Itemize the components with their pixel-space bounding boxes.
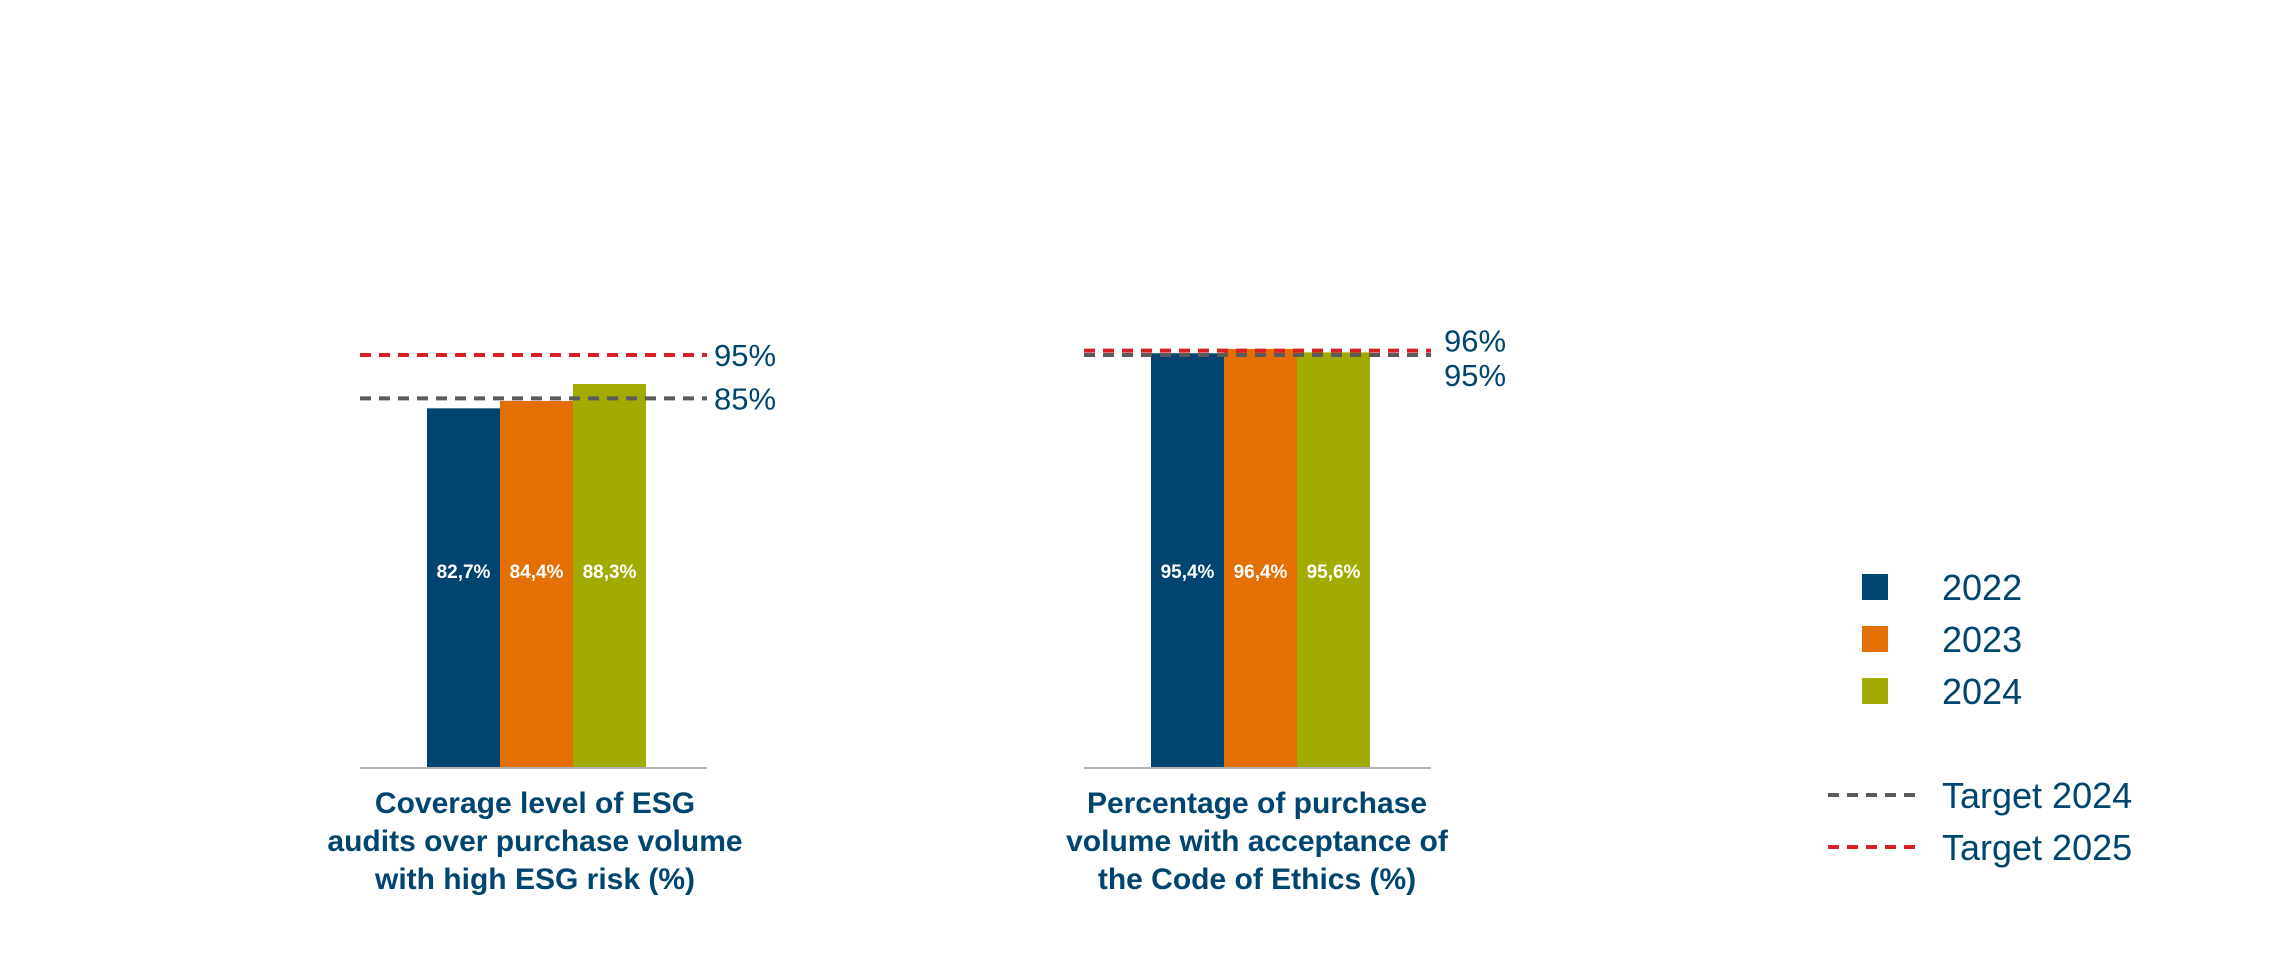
target-label-target-2025: 96% (1444, 324, 1506, 359)
legend-label-target-2024: Target 2024 (1942, 775, 2132, 816)
chart-title-line: volume with acceptance of (1066, 825, 1449, 858)
legend-swatch-2023 (1862, 626, 1888, 652)
bar-2023 (500, 400, 573, 767)
chart-title-line: the Code of Ethics (%) (1098, 863, 1416, 896)
bar-2022 (1151, 353, 1224, 767)
legend-label-2022: 2022 (1942, 567, 2022, 608)
legend-swatch-2022 (1862, 574, 1888, 600)
data-label-2024: 95,6% (1307, 562, 1361, 583)
bar-2023 (1224, 348, 1297, 767)
chart-title-line: Percentage of purchase (1087, 787, 1427, 820)
legend-label-target-2025: Target 2025 (1942, 827, 2132, 868)
data-label-2023: 96,4% (1234, 562, 1288, 583)
bar-2024 (1297, 352, 1370, 767)
chart-title-line: with high ESG risk (%) (374, 863, 695, 896)
data-label-2024: 88,3% (583, 562, 637, 583)
data-label-2022: 82,7% (437, 562, 491, 583)
data-label-2023: 84,4% (510, 562, 564, 583)
data-label-2022: 95,4% (1161, 562, 1215, 583)
target-label-target-2024: 85% (714, 381, 776, 416)
target-label-target-2025: 95% (714, 338, 776, 373)
chart-title-line: Coverage level of ESG (375, 787, 695, 820)
chart-title-line: audits over purchase volume (327, 825, 742, 858)
bar-2022 (427, 408, 500, 767)
legend-swatch-2024 (1862, 678, 1888, 704)
legend-label-2023: 2023 (1942, 619, 2022, 660)
legend-label-2024: 2024 (1942, 671, 2022, 712)
target-label-target-2024: 95% (1444, 358, 1506, 393)
bar-2024 (573, 384, 646, 767)
